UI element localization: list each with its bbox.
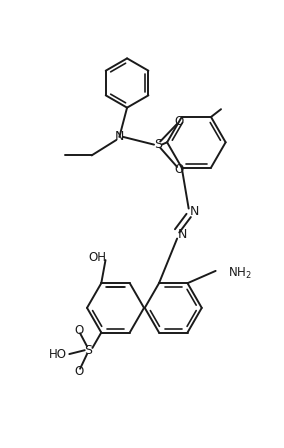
Text: NH$_2$: NH$_2$ (228, 266, 252, 281)
Text: N: N (115, 130, 124, 143)
Text: HO: HO (49, 348, 67, 361)
Text: OH: OH (89, 251, 107, 264)
Text: S: S (154, 138, 162, 151)
Text: N: N (178, 228, 187, 241)
Text: N: N (189, 205, 199, 218)
Text: O: O (174, 115, 183, 128)
Text: O: O (174, 163, 183, 176)
Text: O: O (74, 324, 83, 337)
Text: O: O (74, 365, 83, 378)
Text: S: S (85, 344, 93, 357)
